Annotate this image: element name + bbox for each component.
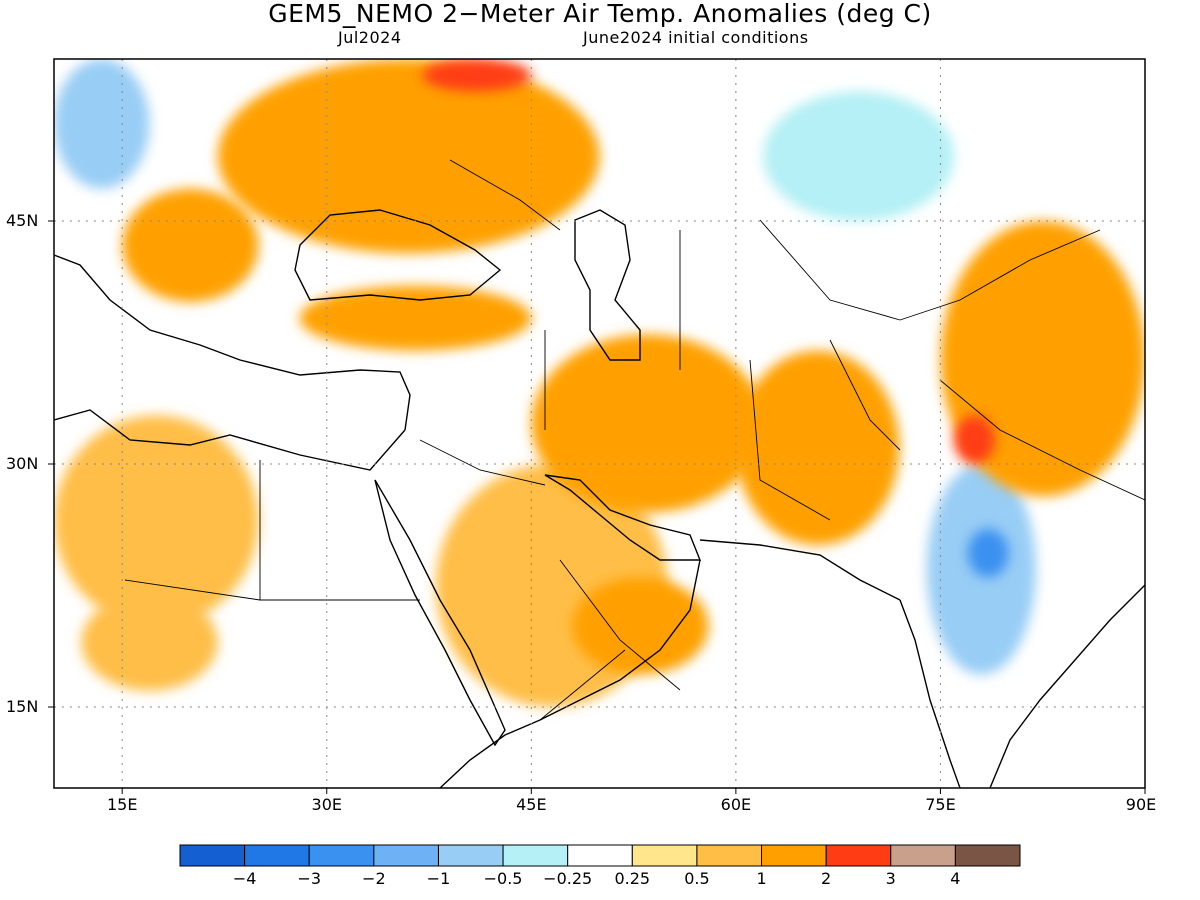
colorbar-label: −3: [297, 869, 322, 888]
coastline-india-west: [899, 599, 961, 788]
map-frame: [53, 58, 1146, 789]
anomaly-region-13: [422, 59, 532, 92]
colorbar-label: −1: [426, 869, 451, 888]
coastline-caspian: [574, 209, 641, 361]
lon-label: 60E: [720, 795, 752, 814]
anomaly-region-0: [763, 91, 955, 221]
colorbar-label: 1: [756, 869, 767, 888]
country-borders: [124, 159, 1145, 721]
coastline-india-east: [989, 584, 1145, 788]
coastline-black-sea: [294, 209, 502, 301]
coastline-med-north: [54, 254, 411, 431]
anomaly-region-14: [954, 415, 995, 465]
anomaly-region-9: [217, 59, 600, 254]
colorbar-label: −0.5: [483, 869, 523, 888]
forecast-month: Jul2024: [338, 28, 402, 47]
coastline-red-sea: [374, 479, 506, 747]
lon-label: 75E: [925, 795, 956, 814]
anomaly-region-10: [299, 285, 532, 351]
initial-conditions: June2024 initial conditions: [583, 28, 809, 47]
coastline-north-africa: [54, 409, 406, 471]
lon-label: 90E: [1125, 795, 1157, 814]
chart-title: GEM5_NEMO 2−Meter Air Temp. Anomalies (d…: [268, 0, 932, 28]
anomaly-region-12: [572, 577, 709, 675]
colorbar-label: −2: [362, 869, 386, 888]
colorbar-label: 3: [885, 869, 896, 888]
anomaly-region-4: [81, 593, 218, 691]
anomaly-region-2: [54, 59, 150, 189]
colorbar-label: −0.25: [543, 869, 593, 888]
anomaly-shading: [54, 59, 1145, 707]
anomaly-region-11: [122, 188, 259, 302]
anomaly-region-5: [735, 350, 900, 545]
axis-ticks: [48, 220, 1146, 794]
colorbar-label: 4: [950, 869, 961, 888]
coastline-iran-pakistan: [699, 539, 901, 601]
anomaly-region-7: [531, 334, 764, 513]
coastline-somalia: [439, 734, 506, 788]
lat-label: 45N: [6, 211, 39, 230]
lat-label: 15N: [6, 697, 39, 716]
colorbar-label: 0.5: [684, 869, 710, 888]
coastlines: [54, 209, 1145, 788]
anomaly-region-1: [54, 415, 259, 626]
lat-label: 30N: [6, 454, 39, 473]
colorbar-label: −4: [232, 869, 257, 888]
colorbar-label: 2: [821, 869, 832, 888]
gridlines: [54, 59, 1145, 788]
lon-label: 45E: [516, 795, 547, 814]
anomaly-region-15: [967, 528, 1009, 578]
lon-label: 15E: [106, 795, 138, 814]
colorbar-label: 0.25: [614, 869, 651, 888]
lon-label: 30E: [311, 795, 342, 814]
